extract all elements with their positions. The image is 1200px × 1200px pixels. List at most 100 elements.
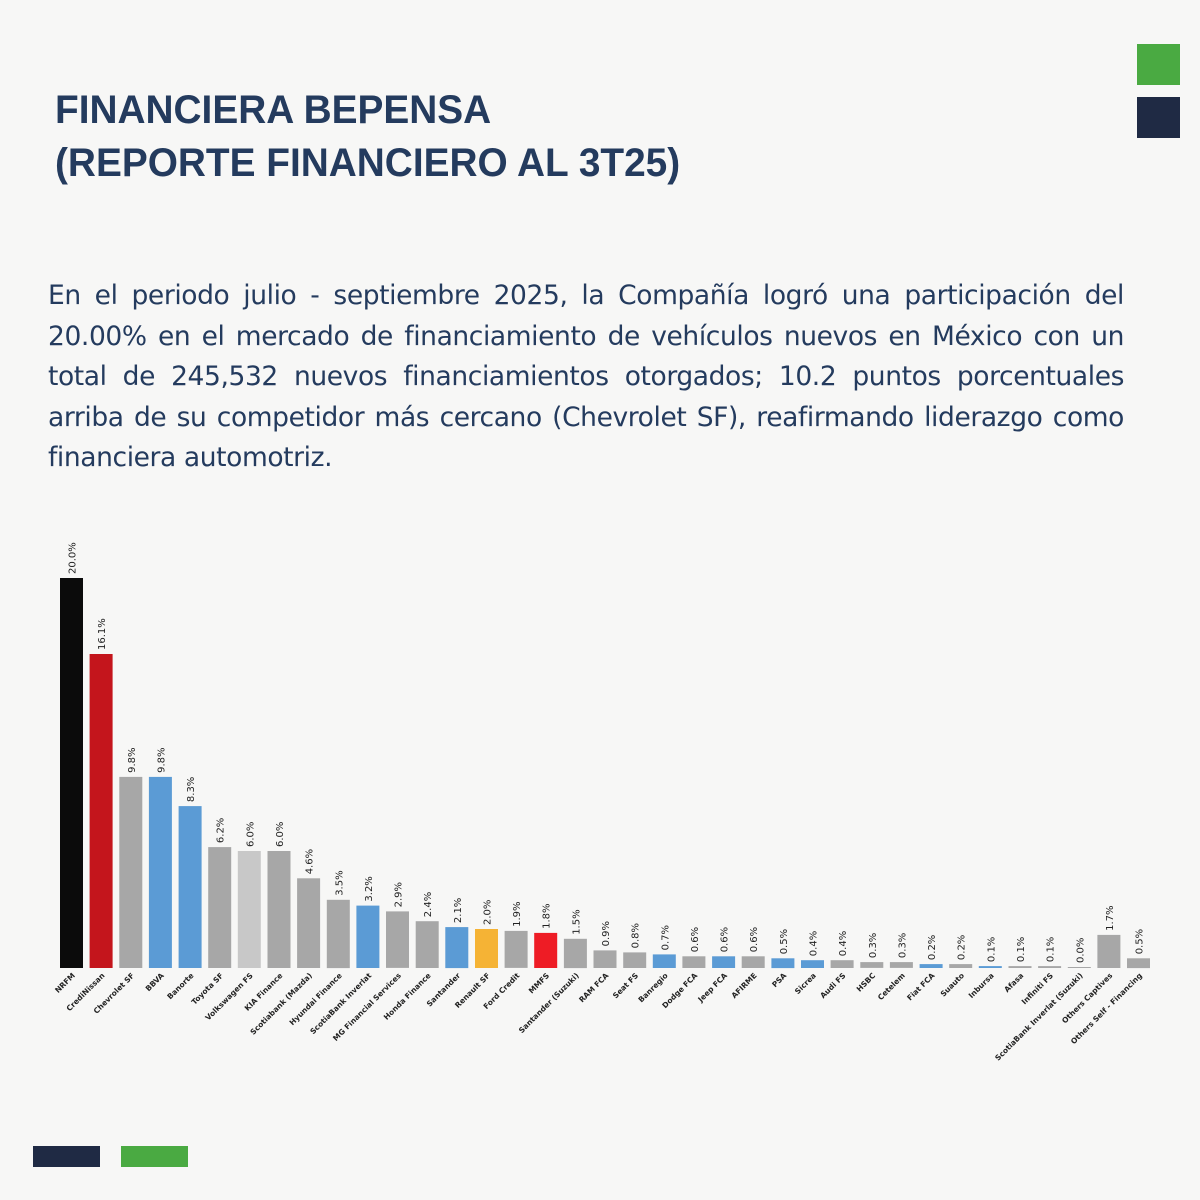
category-label-afasa: Afasa — [1002, 971, 1025, 994]
value-label-others-self-financing: 0.5% — [1135, 929, 1146, 954]
bar-afirme — [741, 956, 765, 968]
value-label-ford-credit: 1.9% — [512, 901, 523, 926]
bar-suauto — [949, 964, 973, 968]
bar-seat-fs — [623, 952, 647, 968]
decor-square-navy — [1137, 97, 1180, 138]
value-label-inbursa: 0.1% — [986, 937, 997, 962]
category-label-santander-suzuki: Santander (Suzuki) — [517, 971, 581, 1035]
value-label-chevrolet-sf: 9.8% — [127, 747, 138, 772]
bar-banorte — [178, 806, 202, 968]
value-label-audi-fs: 0.4% — [838, 931, 849, 956]
bar-banregio — [652, 954, 676, 968]
category-label-audi-fs: Audi FS — [818, 971, 847, 1000]
category-label-afirme: AFIRME — [730, 971, 759, 1000]
value-label-seat-fs: 0.8% — [631, 923, 642, 948]
value-label-suauto: 0.2% — [957, 935, 968, 960]
bar-santander-suzuki — [563, 938, 587, 969]
value-label-fiat-fca: 0.2% — [927, 935, 938, 960]
category-label-psa: PSA — [770, 971, 788, 989]
bar-dodge-fca — [682, 956, 706, 968]
bar-scotiabank-inverlat-suzuki — [1067, 967, 1091, 968]
bar-ford-credit — [504, 930, 528, 968]
bar-nrfm — [60, 578, 83, 968]
value-label-mmfs: 1.8% — [542, 903, 553, 928]
value-label-hsbc: 0.3% — [868, 933, 879, 958]
value-label-others-captives: 1.7% — [1105, 905, 1116, 930]
title-line-1: FINANCIERA BEPENSA — [55, 88, 492, 132]
bar-scotiabank-mazda — [297, 878, 321, 968]
decor-square-green — [1137, 44, 1180, 85]
bar-infiniti-fs — [1038, 966, 1062, 968]
decor-bar-green — [121, 1146, 188, 1167]
category-label-cetelem: Cetelem — [876, 971, 907, 1002]
value-label-ram-fca: 0.9% — [601, 921, 612, 946]
value-label-jeep-fca: 0.6% — [720, 927, 731, 952]
bar-hyundai-finance — [326, 899, 350, 969]
category-label-mmfs: MMFS — [527, 971, 551, 995]
bar-fiat-fca — [919, 964, 943, 968]
bar-mmfs — [534, 932, 558, 968]
decor-bar-navy — [33, 1146, 100, 1167]
bar-cetelem — [889, 962, 913, 968]
value-label-mg-financial-services: 2.9% — [394, 882, 405, 907]
category-label-hsbc: HSBC — [855, 971, 878, 994]
value-label-banregio: 0.7% — [660, 925, 671, 950]
value-label-renault-sf: 2.0% — [483, 900, 494, 925]
category-label-nrfm: NRFM — [53, 971, 77, 995]
summary-paragraph: En el periodo julio - septiembre 2025, l… — [48, 280, 1124, 473]
bar-mg-financial-services — [386, 911, 409, 968]
value-label-sicrea: 0.4% — [809, 931, 820, 956]
bar-afasa — [1008, 966, 1032, 968]
value-label-scotiabank-inverlat-suzuki: 0.0% — [1075, 938, 1086, 963]
bar-chevrolet-sf — [119, 776, 143, 968]
category-label-others-captives: Others Captives — [1060, 971, 1115, 1026]
bar-jeep-fca — [712, 956, 736, 968]
page-title: FINANCIERA BEPENSA (REPORTE FINANCIERO A… — [55, 84, 680, 190]
category-label-suauto: Suauto — [939, 971, 966, 998]
value-label-afasa: 0.1% — [1016, 937, 1027, 962]
bar-santander — [445, 927, 469, 969]
bar-kia-finance — [267, 851, 291, 968]
value-label-santander-suzuki: 1.5% — [571, 909, 582, 934]
category-label-seat-fs: Seat FS — [611, 971, 640, 1000]
category-label-inbursa: Inbursa — [967, 971, 996, 1000]
bar-psa — [771, 958, 795, 969]
bar-audi-fs — [830, 960, 854, 968]
value-label-bbva: 9.8% — [156, 747, 167, 772]
value-label-cetelem: 0.3% — [897, 933, 908, 958]
value-label-honda-finance: 2.4% — [423, 892, 434, 917]
bar-others-captives — [1097, 934, 1121, 968]
title-line-2: (REPORTE FINANCIERO AL 3T25) — [55, 141, 681, 185]
value-label-hyundai-finance: 3.5% — [334, 870, 345, 895]
value-label-scotiabank-inverlat: 3.2% — [364, 876, 375, 901]
bar-inbursa — [978, 966, 1002, 968]
value-label-infiniti-fs: 0.1% — [1046, 937, 1057, 962]
bar-scotiabank-inverlat — [356, 905, 380, 968]
category-label-banorte: Banorte — [165, 971, 195, 1001]
bar-ram-fca — [593, 950, 617, 968]
value-label-afirme: 0.6% — [749, 927, 760, 952]
value-label-banorte: 8.3% — [186, 777, 197, 802]
bar-sicrea — [801, 960, 824, 968]
bar-volkswagen-fs — [237, 851, 261, 968]
value-label-volkswagen-fs: 6.0% — [245, 822, 256, 847]
category-label-jeep-fca: Jeep FCA — [696, 971, 730, 1005]
value-label-kia-finance: 6.0% — [275, 822, 286, 847]
bar-honda-finance — [415, 921, 439, 968]
category-label-bbva: BBVA — [144, 971, 166, 993]
bar-credinissan — [89, 654, 113, 968]
category-label-hyundai-finance: Hyundai Finance — [288, 971, 344, 1027]
bar-others-self-financing — [1127, 958, 1150, 969]
value-label-credinissan: 16.1% — [97, 618, 108, 650]
bar-hsbc — [860, 962, 884, 968]
bar-bbva — [148, 776, 172, 968]
market-share-bar-chart: 20.0% 16.1% 9.8% 9.8% 8.3% 6.2% 6.0% 6.0% 4.6% 3.… — [53, 542, 1150, 1063]
category-label-ram-fca: RAM FCA — [577, 971, 610, 1004]
bar-renault-sf — [475, 929, 498, 968]
value-label-scotiabank-mazda: 4.6% — [305, 849, 316, 874]
value-label-santander: 2.1% — [453, 898, 464, 923]
value-label-psa: 0.5% — [779, 929, 790, 954]
bar-toyota-sf — [208, 847, 232, 968]
value-label-nrfm: 20.0% — [68, 542, 79, 574]
category-label-fiat-fca: Fiat FCA — [905, 971, 937, 1003]
